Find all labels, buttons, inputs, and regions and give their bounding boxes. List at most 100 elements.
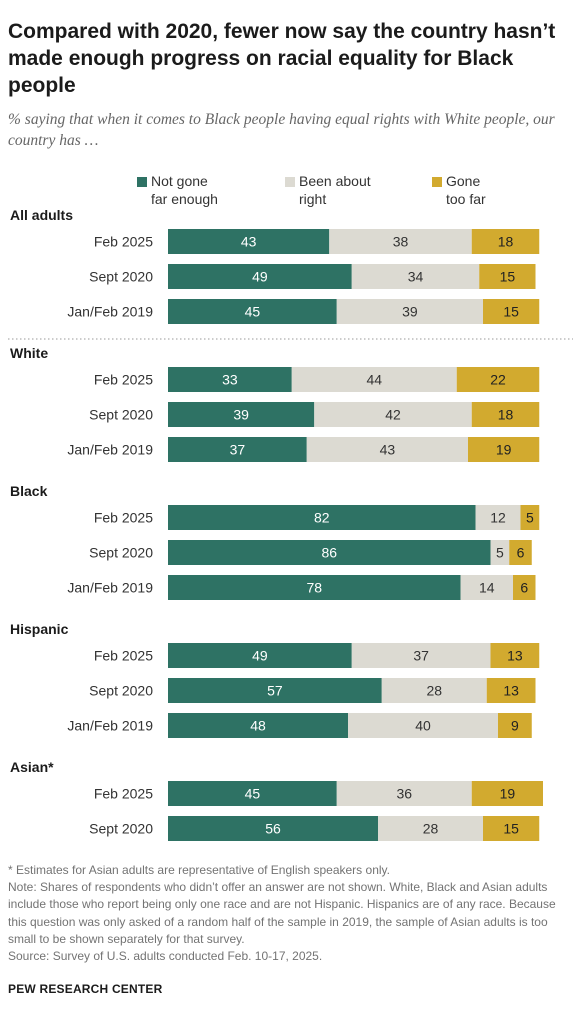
legend-swatch: [432, 177, 442, 187]
row-label: Jan/Feb 2019: [67, 580, 153, 596]
row-label: Feb 2025: [94, 648, 153, 664]
bar-segment-too-far: [513, 575, 536, 600]
bar-row: Jan/Feb 2019 48 40 9: [67, 713, 532, 738]
legend-label: Not gone: [151, 173, 208, 189]
value-label: 39: [402, 304, 418, 320]
bar-segment-about-right: [351, 643, 491, 668]
bar-row: Sept 2020 56 28 15: [89, 816, 540, 841]
bar-row: Sept 2020 49 34 15: [89, 264, 536, 289]
bar-segment-not-far-enough: [168, 540, 491, 565]
bar-segment-too-far: [456, 367, 540, 392]
bar-row: Sept 2020 57 28 13: [89, 678, 536, 703]
bar-segment-not-far-enough: [168, 505, 476, 530]
row-label: Sept 2020: [89, 269, 153, 285]
legend-label: Gone: [446, 173, 480, 189]
value-label: 28: [426, 683, 442, 699]
group-asian: Asian* Feb 2025 45 36 19 Sept 2020 56 28 15: [10, 759, 543, 841]
value-label: 86: [321, 545, 337, 561]
value-label: 45: [245, 304, 261, 320]
bar-row: Feb 2025 49 37 13: [94, 643, 540, 668]
bar-segment-not-far-enough: [168, 678, 382, 703]
value-label: 56: [265, 821, 281, 837]
bar-segment-too-far: [509, 540, 532, 565]
value-label: 5: [496, 545, 504, 561]
bar-segment-about-right: [490, 540, 510, 565]
value-label: 44: [366, 372, 382, 388]
footnote-asian: * Estimates for Asian adults are represe…: [8, 863, 390, 877]
value-label: 43: [380, 442, 396, 458]
value-label: 42: [385, 407, 401, 423]
bar-segment-too-far: [468, 437, 540, 462]
bar-segment-too-far: [486, 678, 536, 703]
bar-segment-not-far-enough: [168, 713, 348, 738]
bar-segment-too-far: [471, 229, 540, 254]
value-label: 34: [408, 269, 424, 285]
bar-row: Feb 2025 33 44 22: [94, 367, 540, 392]
bar-segment-too-far: [483, 299, 540, 324]
bar-segment-not-far-enough: [168, 643, 352, 668]
bar-segment-too-far: [520, 505, 540, 530]
value-label: 15: [503, 821, 519, 837]
legend-item-about-right: Been about right: [285, 173, 371, 207]
group-label: White: [10, 345, 48, 361]
value-label: 48: [250, 718, 266, 734]
bar-segment-not-far-enough: [168, 437, 307, 462]
row-label: Sept 2020: [89, 407, 153, 423]
bar-row: Sept 2020 86 5 6: [89, 540, 532, 565]
bar-segment-not-far-enough: [168, 781, 337, 806]
value-label: 15: [500, 269, 516, 285]
bar-segment-about-right: [336, 299, 483, 324]
value-label: 45: [245, 786, 261, 802]
bar-segment-not-far-enough: [168, 816, 378, 841]
row-label: Feb 2025: [94, 510, 153, 526]
group-white: White Feb 2025 33 44 22 Sept 2020 39 42 18 Jan/Fe…: [10, 345, 540, 462]
chart-title: Compared with 2020, fewer now say the co…: [8, 20, 556, 97]
value-label: 38: [393, 234, 409, 250]
bar-segment-about-right: [336, 781, 472, 806]
value-label: 49: [252, 269, 268, 285]
footnote-note: Note: Shares of respondents who didn’t o…: [8, 880, 556, 946]
row-label: Jan/Feb 2019: [67, 718, 153, 734]
value-label: 33: [222, 372, 238, 388]
value-label: 37: [230, 442, 246, 458]
value-label: 49: [252, 648, 268, 664]
value-label: 19: [500, 786, 516, 802]
bar-segment-not-far-enough: [168, 367, 292, 392]
legend-label: Been about: [299, 173, 371, 189]
value-label: 82: [314, 510, 330, 526]
row-label: Feb 2025: [94, 372, 153, 388]
value-label: 19: [496, 442, 512, 458]
stacked-bar-chart: Not gone far enough Been about right Gone too…: [8, 173, 573, 841]
value-label: 15: [503, 304, 519, 320]
row-label: Jan/Feb 2019: [67, 304, 153, 320]
value-label: 28: [423, 821, 439, 837]
value-label: 43: [241, 234, 257, 250]
bar-segment-about-right: [314, 402, 472, 427]
bar-segment-not-far-enough: [168, 229, 330, 254]
value-label: 18: [498, 407, 514, 423]
bar-segment-too-far: [490, 643, 540, 668]
bar-row: Jan/Feb 2019 78 14 6: [67, 575, 536, 600]
bar-row: Jan/Feb 2019 45 39 15: [67, 299, 540, 324]
value-label: 22: [490, 372, 506, 388]
value-label: 40: [415, 718, 431, 734]
bar-segment-too-far: [483, 816, 540, 841]
row-label: Feb 2025: [94, 786, 153, 802]
group-hispanic: Hispanic Feb 2025 49 37 13 Sept 2020 57 28 13 Jan…: [10, 621, 540, 738]
value-label: 6: [517, 545, 525, 561]
bar-segment-not-far-enough: [168, 402, 315, 427]
bar-row: Feb 2025 45 36 19: [94, 781, 543, 806]
legend-label: far enough: [151, 191, 218, 207]
value-label: 14: [479, 580, 495, 596]
legend-swatch: [285, 177, 295, 187]
legend-item-not-far-enough: Not gone far enough: [137, 173, 218, 207]
bar-segment-too-far: [471, 781, 543, 806]
value-label: 13: [507, 648, 523, 664]
value-label: 12: [490, 510, 506, 526]
bar-segment-about-right: [460, 575, 513, 600]
bar-segment-about-right: [351, 264, 480, 289]
pew-research-center-logo-text: PEW RESEARCH CENTER: [8, 982, 163, 996]
footnotes: * Estimates for Asian adults are represe…: [8, 862, 573, 965]
value-label: 57: [267, 683, 283, 699]
group-label: Asian*: [10, 759, 54, 775]
